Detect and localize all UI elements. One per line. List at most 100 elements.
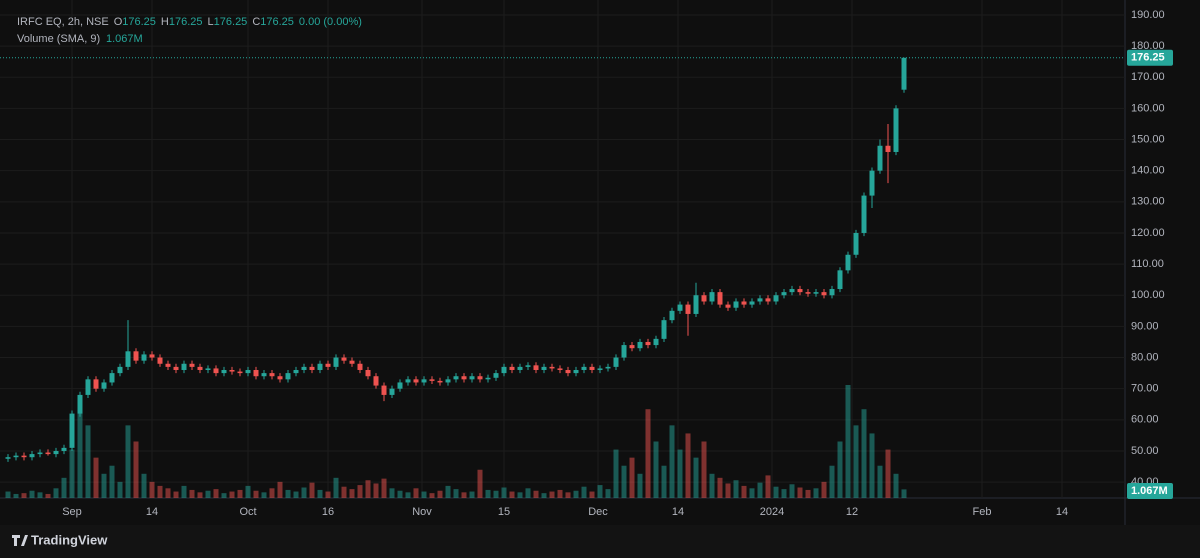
- x-tick-label: 15: [498, 506, 510, 518]
- x-tick-label: 2024: [760, 506, 784, 518]
- candle-body: [93, 379, 99, 389]
- volume-tag: [1127, 483, 1173, 499]
- volume-bar: [53, 488, 59, 498]
- candle-body: [437, 380, 443, 383]
- candle-body: [21, 455, 27, 458]
- volume-bar: [861, 409, 867, 498]
- volume-bar: [429, 493, 435, 498]
- volume-bar: [405, 492, 411, 498]
- candle-body: [285, 373, 291, 380]
- ohlc-value: 176.25: [122, 16, 156, 28]
- candle-body: [813, 292, 819, 294]
- volume-bar: [453, 489, 459, 498]
- ohlc-value: 176.25: [169, 16, 203, 28]
- volume-bar: [221, 493, 227, 498]
- candle-body: [181, 363, 187, 370]
- brand: TradingView: [31, 532, 108, 547]
- candle-body: [805, 292, 811, 294]
- volume-bar: [773, 486, 779, 498]
- volume-bar: [101, 473, 107, 498]
- last-price-tag: [1127, 49, 1173, 66]
- volume-bar: [525, 488, 531, 498]
- volume-bar: [125, 425, 131, 498]
- candle-body: [333, 357, 339, 367]
- volume-bar: [605, 489, 611, 498]
- candle-body: [821, 292, 827, 296]
- candles: [5, 57, 907, 462]
- candle-body: [509, 366, 515, 370]
- volume-value: 1.067M: [106, 33, 143, 45]
- volume-bar: [413, 488, 419, 498]
- candle-body: [69, 413, 75, 448]
- x-tick-label: Oct: [239, 506, 256, 518]
- candle-body: [629, 345, 635, 349]
- candle-body: [613, 357, 619, 367]
- volume-bar: [5, 491, 11, 498]
- candle-body: [45, 452, 51, 455]
- candle-body: [205, 368, 211, 370]
- volume-bar: [469, 491, 475, 498]
- ohlc-label: L: [208, 16, 214, 28]
- candle-body: [85, 379, 91, 395]
- candle-body: [341, 357, 347, 361]
- candle-body: [213, 368, 219, 374]
- volume-bar: [893, 473, 899, 498]
- candle-body: [869, 170, 875, 196]
- volume-bar: [717, 477, 723, 498]
- volume-bar: [165, 488, 171, 498]
- volume-bar: [317, 489, 323, 498]
- candle-body: [125, 351, 131, 367]
- volume-bar: [109, 465, 115, 498]
- volume-bar: [733, 480, 739, 498]
- candle-body: [533, 365, 539, 370]
- candle-body: [757, 298, 763, 302]
- candle-body: [237, 371, 243, 374]
- volume-bar: [757, 482, 763, 498]
- volume-bar: [845, 385, 851, 498]
- candle-body: [357, 363, 363, 370]
- candle-body: [165, 363, 171, 367]
- candle-body: [845, 254, 851, 271]
- volume-bars: [5, 385, 907, 498]
- candle-body: [749, 301, 755, 305]
- candle-body: [789, 289, 795, 293]
- candle-body: [549, 366, 555, 369]
- volume-bar: [517, 492, 523, 498]
- volume-bar: [685, 433, 691, 498]
- ohlc-label: C: [252, 16, 260, 28]
- candle-body: [733, 301, 739, 308]
- volume-bar: [261, 492, 267, 498]
- y-tick-label: 160.00: [1131, 102, 1165, 114]
- ohlc-value: 176.25: [214, 16, 248, 28]
- volume-bar: [813, 488, 819, 498]
- volume-bar: [621, 465, 627, 498]
- volume-bar: [509, 491, 515, 498]
- volume-bar: [325, 491, 331, 498]
- volume-bar: [29, 490, 35, 498]
- candle-body: [61, 447, 67, 451]
- candle-body: [229, 369, 235, 372]
- candle-body: [765, 298, 771, 302]
- candle-body: [685, 304, 691, 314]
- volume-bar: [557, 489, 563, 498]
- logo: [12, 535, 28, 546]
- candle-body: [877, 145, 883, 171]
- volume-bar: [61, 477, 67, 498]
- candle-body: [797, 289, 803, 293]
- candle-body: [53, 450, 59, 455]
- volume-bar: [461, 492, 467, 498]
- volume-bar: [549, 491, 555, 498]
- volume-bar: [701, 441, 707, 498]
- candle-body: [133, 351, 139, 361]
- candle-body: [525, 365, 531, 367]
- volume-bar: [117, 481, 123, 498]
- candle-body: [77, 394, 83, 414]
- candle-body: [173, 366, 179, 370]
- y-tick-label: 190.00: [1131, 9, 1165, 21]
- volume-bar: [765, 475, 771, 498]
- volume-bar: [541, 493, 547, 498]
- x-tick-label: 14: [146, 506, 158, 518]
- volume-bar: [341, 486, 347, 498]
- volume-bar: [597, 485, 603, 498]
- x-tick-label: Dec: [588, 506, 608, 518]
